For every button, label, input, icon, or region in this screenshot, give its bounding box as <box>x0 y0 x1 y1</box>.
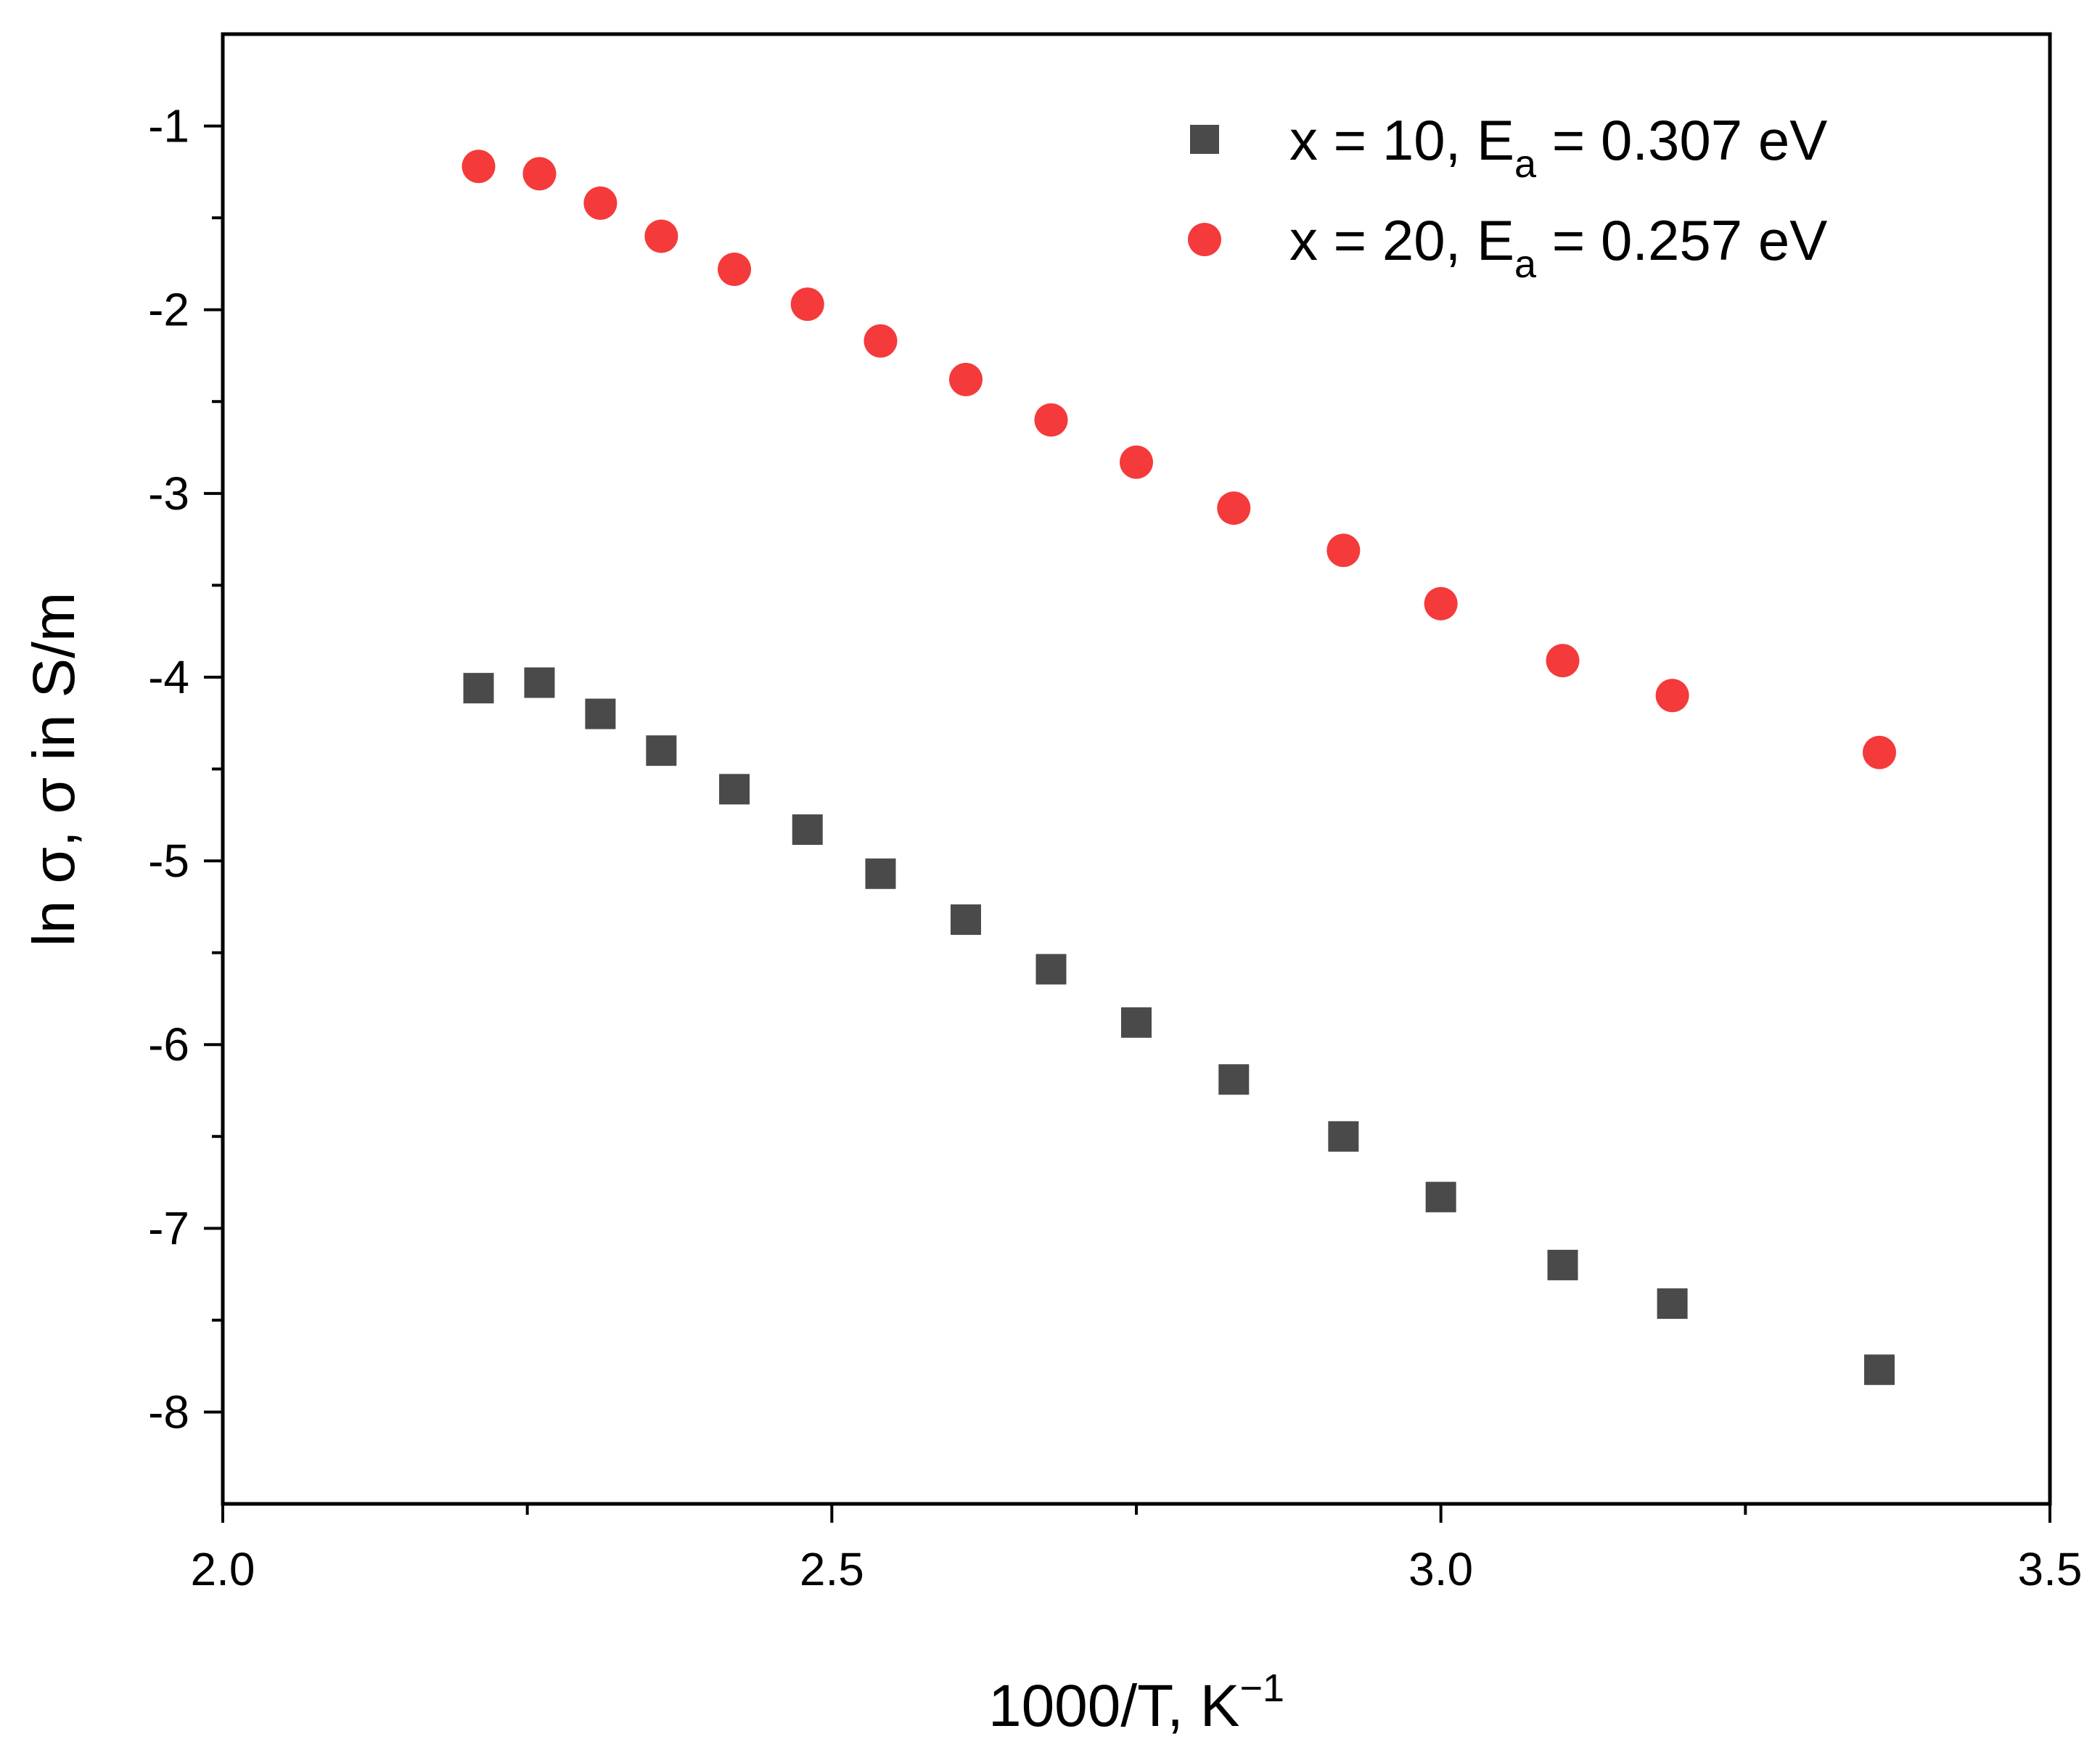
data-point-square <box>865 858 896 889</box>
legend-entry-x10-sub: a <box>1514 142 1537 186</box>
data-point-square <box>524 667 555 698</box>
y-tick-label: -3 <box>148 467 189 520</box>
data-point-square <box>1035 954 1067 985</box>
data-point-square <box>1425 1182 1456 1213</box>
data-point-square <box>1218 1064 1250 1095</box>
ticks <box>204 124 2051 1523</box>
legend-entry-x20-pre: x = 20, E <box>1289 208 1514 272</box>
data-point-square <box>585 698 616 729</box>
x-axis-label: 1000/T, K−1 <box>988 1666 1284 1739</box>
y-axis-label: ln σ, σ in S/m <box>21 592 87 947</box>
y-tick-label: -1 <box>148 100 189 152</box>
legend-entry-x20: x = 20, Ea = 0.257 eV <box>1289 208 1827 286</box>
data-point-circle <box>1655 679 1689 713</box>
data-point-circle <box>948 362 983 396</box>
data-point-square <box>1328 1121 1359 1152</box>
tick-labels: 2.0 2.5 3.0 3.5 -1 -2 -3 -4 -5 -6 -7 -8 <box>148 100 2082 1595</box>
data-point-circle <box>1546 644 1580 678</box>
legend-entry-x10: x = 10, Ea = 0.307 eV <box>1289 108 1827 186</box>
legend-entry-x20-post: = 0.257 eV <box>1536 208 1827 272</box>
data-point-circle <box>462 150 496 184</box>
legend-marker-square <box>1190 125 1219 154</box>
data-point-circle <box>864 324 898 358</box>
data-point-circle <box>1120 445 1153 479</box>
y-tick-label: -7 <box>148 1202 189 1254</box>
x-axis-label-base: 1000/T, K <box>988 1673 1239 1739</box>
legend-marker-circle <box>1188 223 1221 256</box>
x-tick-label: 2.5 <box>800 1543 864 1595</box>
y-tick-label: -6 <box>148 1018 189 1071</box>
data-point-square <box>719 774 750 805</box>
x-axis-label-superscript: −1 <box>1239 1666 1284 1710</box>
y-tick-label: -8 <box>148 1386 189 1438</box>
x-tick-label: 2.0 <box>191 1543 255 1595</box>
y-tick-label: -2 <box>148 284 189 336</box>
x-tick-label: 3.0 <box>1408 1543 1473 1595</box>
data-point-circle <box>1862 735 1896 769</box>
data-point-square <box>646 735 677 766</box>
x-tick-label: 3.5 <box>2018 1543 2083 1595</box>
data-point-square <box>1657 1288 1688 1320</box>
data-point-circle <box>790 287 824 322</box>
data-point-circle <box>1034 403 1068 437</box>
data-point-square <box>950 904 981 936</box>
data-point-circle <box>522 157 557 191</box>
data-point-square <box>1863 1354 1895 1386</box>
y-tick-label: -4 <box>148 651 189 703</box>
data-point-square <box>1547 1249 1578 1280</box>
legend-entry-x10-post: = 0.307 eV <box>1536 108 1827 172</box>
data-point-circle <box>583 186 618 220</box>
y-tick-label: -5 <box>148 835 189 887</box>
series-square <box>463 667 1895 1386</box>
data-point-circle <box>1217 491 1251 525</box>
data-point-square <box>792 814 823 846</box>
series-layer <box>462 150 1896 1386</box>
data-point-circle <box>644 219 678 253</box>
data-point-square <box>1121 1007 1152 1038</box>
legend-entry-x20-sub: a <box>1514 242 1537 286</box>
data-point-square <box>463 673 494 704</box>
legend: x = 10, Ea = 0.307 eV x = 20, Ea = 0.257… <box>1188 108 1827 286</box>
series-circle <box>462 150 1896 769</box>
data-point-circle <box>1326 533 1361 568</box>
data-point-circle <box>718 253 752 286</box>
data-point-circle <box>1424 586 1458 621</box>
legend-entry-x10-pre: x = 10, E <box>1289 108 1514 172</box>
